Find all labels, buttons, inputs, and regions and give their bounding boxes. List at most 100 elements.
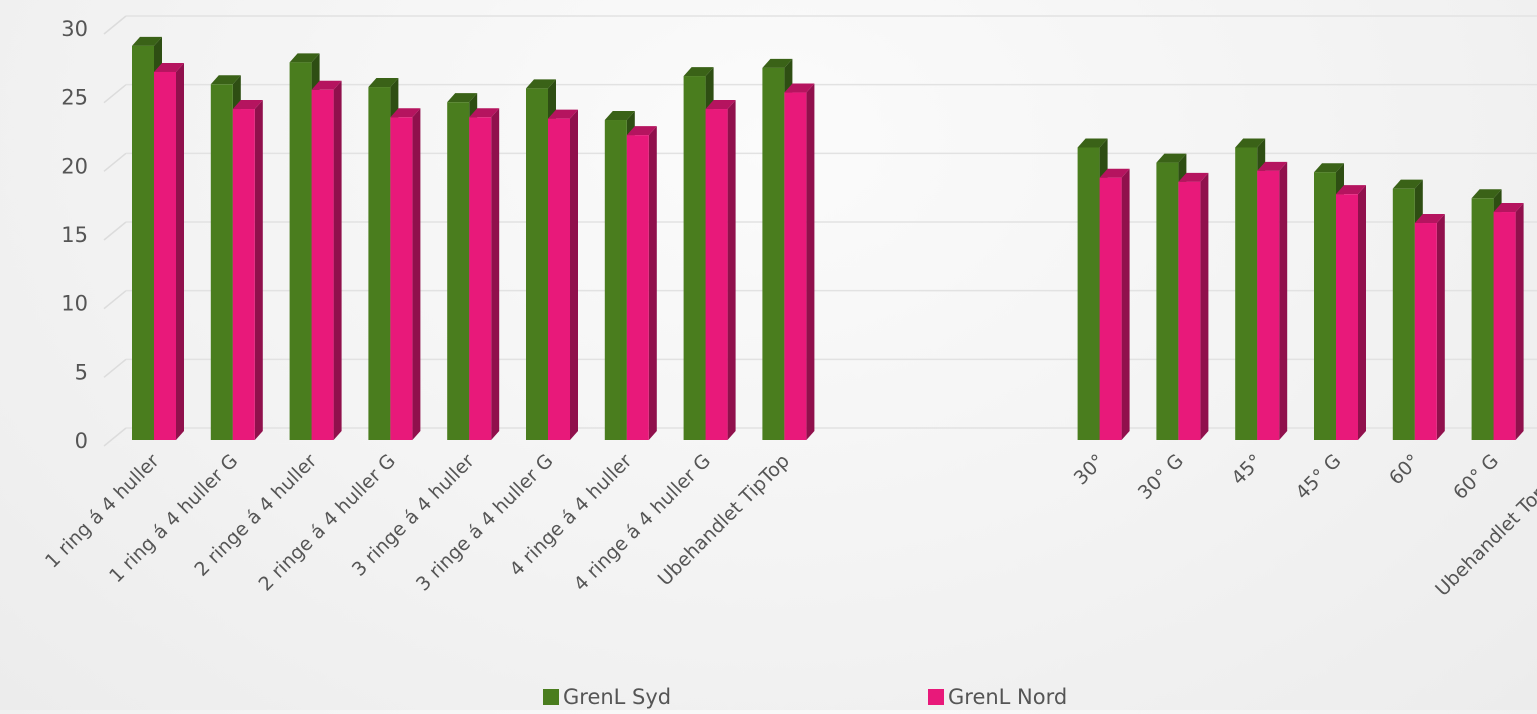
- x-category-label: 60° G: [1449, 450, 1503, 504]
- bar-grenl-nord: [1178, 172, 1209, 440]
- bar-top: [132, 36, 162, 46]
- bar-grenl-nord: [1257, 161, 1288, 440]
- bar-grenl-nord: [1493, 203, 1524, 440]
- gridlines: [103, 15, 1537, 447]
- bar-front: [1471, 198, 1494, 440]
- bar-front: [604, 120, 627, 440]
- grid-diagonal: [103, 290, 127, 310]
- bar-front: [1414, 223, 1437, 440]
- x-category-label: 2 ringe á 4 huller G: [254, 450, 399, 595]
- bar-top: [1099, 168, 1130, 178]
- bar-front: [368, 87, 391, 440]
- bar-front: [1178, 181, 1201, 440]
- bar-grenl-nord: [626, 126, 657, 441]
- bar-side: [1121, 168, 1130, 440]
- bar-front: [1314, 172, 1336, 440]
- bar-front: [1077, 147, 1100, 441]
- bar-grenl-nord: [1099, 168, 1130, 440]
- bar-top: [705, 100, 736, 110]
- bar-top: [762, 58, 793, 68]
- bar-top: [232, 100, 263, 110]
- bar-front: [447, 102, 470, 440]
- grid-diagonal: [103, 358, 127, 378]
- bar-front: [1099, 177, 1122, 440]
- bar-front: [232, 109, 255, 440]
- bar-front: [784, 92, 807, 441]
- y-tick-label: 20: [61, 154, 88, 178]
- bar-front: [469, 117, 492, 441]
- legend: GrenL Syd GrenL Nord: [543, 685, 1067, 709]
- legend-swatch-grenl-syd: [543, 689, 559, 705]
- x-category-label: 4 ringe á 4 huller G: [570, 450, 715, 595]
- bar-top: [368, 78, 399, 88]
- bars: [132, 36, 1524, 441]
- bar-side: [648, 126, 657, 441]
- bar-top: [526, 79, 556, 89]
- bar-top: [154, 62, 184, 72]
- grid-diagonal: [103, 84, 127, 104]
- y-tick-label: 15: [61, 223, 88, 247]
- bar-grenl-nord: [1414, 214, 1445, 440]
- bar-top: [447, 93, 478, 103]
- bar-front: [132, 45, 154, 440]
- legend-swatch-grenl-nord: [928, 689, 944, 705]
- bar-side: [1436, 214, 1445, 440]
- bar-grenl-nord: [469, 108, 500, 441]
- bar-front: [548, 118, 570, 440]
- bar-top: [1156, 153, 1187, 163]
- bar-front: [210, 84, 233, 440]
- bar-top: [604, 111, 635, 121]
- y-tick-label: 30: [61, 17, 88, 41]
- bar-grenl-nord: [390, 108, 421, 441]
- bar-front: [1493, 212, 1516, 440]
- bar-top: [1392, 179, 1423, 189]
- bar-top: [390, 108, 421, 118]
- bar-top: [210, 75, 241, 85]
- bar-front: [705, 109, 728, 440]
- legend-label-grenl-nord: GrenL Nord: [948, 685, 1067, 709]
- bar-grenl-nord: [705, 100, 736, 440]
- bar-side: [176, 62, 184, 441]
- bar-front: [683, 76, 706, 441]
- bar-side: [412, 108, 421, 441]
- grid-diagonal: [103, 427, 127, 447]
- grid-diagonal: [103, 221, 127, 241]
- bar-side: [1515, 203, 1524, 440]
- x-category-label: 45° G: [1291, 450, 1345, 504]
- bar-top: [1235, 138, 1266, 148]
- bar-side: [806, 83, 815, 441]
- y-tick-label: 0: [75, 429, 88, 453]
- y-axis-ticks: 0 5 10 15 20 25 30: [61, 17, 88, 453]
- bar-grenl-nord: [311, 80, 342, 441]
- bar-grenl-nord: [548, 109, 578, 440]
- bar-front: [311, 89, 334, 441]
- legend-label-grenl-syd: GrenL Syd: [563, 685, 671, 709]
- bar-top: [311, 80, 342, 90]
- bar-top: [1414, 214, 1445, 224]
- bar-grenl-nord: [154, 62, 184, 441]
- bar-front: [1156, 162, 1179, 440]
- bar-front: [526, 88, 548, 440]
- bar-grenl-nord: [1336, 185, 1366, 440]
- bar-side: [1358, 185, 1366, 440]
- bar-top: [1077, 138, 1108, 148]
- bar-side: [491, 108, 500, 441]
- x-category-label: 60°: [1385, 450, 1424, 489]
- bar-front: [1392, 188, 1415, 440]
- x-category-label: Ubehandlet TipTop: [654, 450, 794, 590]
- x-category-label: 30° G: [1134, 450, 1188, 504]
- bar-side: [254, 100, 263, 440]
- x-category-label: 30°: [1070, 450, 1109, 489]
- bar-top: [548, 109, 578, 119]
- x-category-label: 1 ring á 4 huller G: [105, 450, 242, 587]
- bar-top: [1493, 203, 1524, 213]
- bar-top: [289, 53, 320, 63]
- bar-front: [289, 62, 312, 440]
- bar-grenl-nord: [784, 83, 815, 441]
- bar-side: [727, 100, 736, 440]
- grid-diagonal: [103, 15, 127, 35]
- y-tick-label: 10: [61, 292, 88, 316]
